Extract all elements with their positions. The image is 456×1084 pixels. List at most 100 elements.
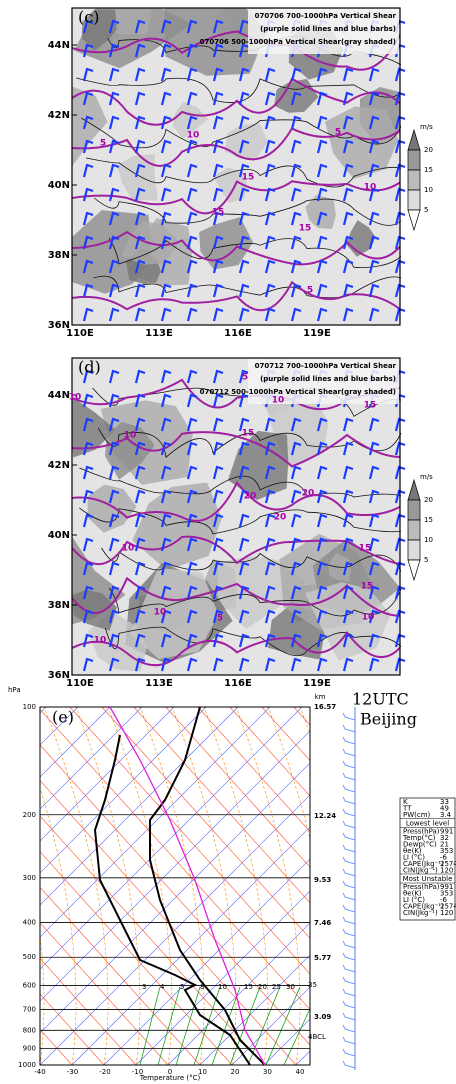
wind-barb xyxy=(394,633,406,648)
height-unit: km xyxy=(315,693,326,701)
wind-barb xyxy=(264,163,276,178)
wind-barb xyxy=(160,187,172,202)
wind-barb xyxy=(134,513,146,528)
wind-barb xyxy=(316,307,328,322)
wind-barb xyxy=(342,808,356,817)
wind-barb xyxy=(160,283,172,298)
table-key: PW(cm) xyxy=(403,811,431,819)
wind-barb xyxy=(108,417,120,432)
map-panel: 070706 700-1000hPa Vertical Shear (purple… xyxy=(48,7,433,339)
wind-barb xyxy=(186,585,198,600)
colorbar-label: 5 xyxy=(424,206,428,214)
wind-barb xyxy=(342,609,354,624)
wind-barb xyxy=(108,489,120,504)
wind-barb xyxy=(342,988,356,997)
lon-label: 110E xyxy=(66,328,94,339)
dry-adiabat xyxy=(197,707,310,833)
wind-barb xyxy=(316,163,328,178)
wind-barb xyxy=(368,465,380,480)
wind-barb xyxy=(264,259,276,274)
wind-barb xyxy=(368,211,380,226)
wind-barb xyxy=(342,844,356,853)
map-frame xyxy=(71,7,401,326)
wind-barb xyxy=(108,393,120,408)
isotherm xyxy=(103,858,310,1065)
colorbar-cell xyxy=(407,519,421,541)
contour xyxy=(71,576,401,617)
table-key: LI (°C) xyxy=(403,854,425,862)
skewt-frame xyxy=(39,706,311,1066)
wind-barb xyxy=(82,465,94,480)
wind-barb xyxy=(212,211,224,226)
header-text: 070712 700-1000hPa Vertical Shear xyxy=(255,362,397,370)
border xyxy=(86,157,402,188)
isotherm xyxy=(167,922,310,1065)
wind-barb xyxy=(160,657,172,672)
wind-barb xyxy=(212,67,224,82)
wind-barb xyxy=(108,561,120,576)
wind-barb xyxy=(342,892,356,901)
wind-barb xyxy=(342,465,354,480)
wind-barb xyxy=(82,441,94,456)
isotherm xyxy=(40,707,111,778)
wind-barb xyxy=(238,139,250,154)
border xyxy=(79,467,402,498)
wind-barb xyxy=(264,633,276,648)
wind-barb xyxy=(160,139,172,154)
wind-barb xyxy=(238,585,250,600)
wind-barb xyxy=(342,1012,356,1021)
wind-barb xyxy=(290,91,302,106)
wind-barb xyxy=(238,259,250,274)
colorbar-label: 15 xyxy=(424,166,433,174)
lat-label: 42N xyxy=(48,110,70,121)
colorbar-unit: m/s xyxy=(420,123,433,131)
table-value: 49 xyxy=(440,805,449,813)
wind-barb xyxy=(264,139,276,154)
wind-barb xyxy=(290,259,302,274)
wind-barb xyxy=(342,748,356,757)
wind-barb xyxy=(186,633,198,648)
moist-adiabat xyxy=(0,707,12,1065)
colorbar-cell xyxy=(407,189,421,211)
header-box xyxy=(248,359,399,404)
wind-barb xyxy=(394,657,406,672)
wind-barb xyxy=(82,235,94,250)
wind-barb xyxy=(342,1000,356,1009)
wind-barb xyxy=(108,235,120,250)
pressure-label: 400 xyxy=(23,919,36,927)
wind-barb xyxy=(134,187,146,202)
wind-barb xyxy=(342,259,354,274)
wind-barb xyxy=(186,187,198,202)
colorbar-cell xyxy=(407,539,421,561)
wind-barb xyxy=(394,211,406,226)
shade xyxy=(116,153,158,201)
wind-barb xyxy=(394,489,406,504)
moist-adiabat xyxy=(139,707,205,1065)
wind-barb xyxy=(134,489,146,504)
wind-barb xyxy=(238,67,250,82)
wind-barb xyxy=(134,91,146,106)
shade xyxy=(87,484,137,533)
contour xyxy=(71,431,401,468)
wind-barb xyxy=(212,537,224,552)
wind-barb xyxy=(238,307,250,322)
wind-barb xyxy=(212,585,224,600)
wind-barb xyxy=(160,393,172,408)
table-value: 33 xyxy=(440,798,449,806)
wind-barb xyxy=(82,67,94,82)
wind-barb xyxy=(342,736,356,745)
contour xyxy=(71,180,401,215)
isotherm xyxy=(199,954,310,1065)
wind-barb xyxy=(290,283,302,298)
wind-barb xyxy=(394,163,406,178)
wind-barb xyxy=(316,67,328,82)
wind-barb xyxy=(368,489,380,504)
wind-barb xyxy=(316,187,328,202)
wind-barb xyxy=(342,633,354,648)
dry-adiabat xyxy=(40,957,137,1065)
border xyxy=(94,197,402,226)
height-label: 9.53 xyxy=(314,876,331,884)
isotherm xyxy=(40,707,239,906)
mixing-label: 3 xyxy=(142,983,146,991)
lon-label: 119E xyxy=(303,678,331,689)
